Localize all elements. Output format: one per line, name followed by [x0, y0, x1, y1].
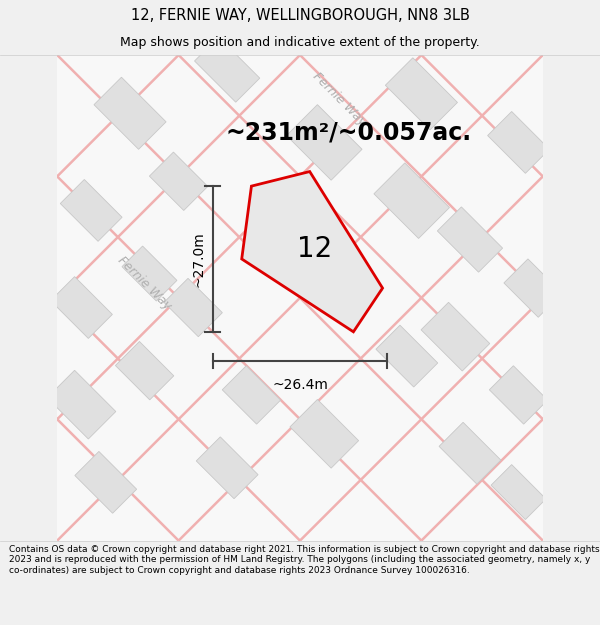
Text: Contains OS data © Crown copyright and database right 2021. This information is : Contains OS data © Crown copyright and d…: [9, 545, 599, 574]
Text: 12, FERNIE WAY, WELLINGBOROUGH, NN8 3LB: 12, FERNIE WAY, WELLINGBOROUGH, NN8 3LB: [131, 8, 469, 23]
Polygon shape: [385, 58, 457, 130]
Polygon shape: [50, 277, 112, 338]
Polygon shape: [439, 422, 501, 484]
Polygon shape: [287, 104, 362, 180]
Polygon shape: [122, 246, 177, 301]
Polygon shape: [75, 451, 137, 513]
Text: Fernie Way: Fernie Way: [115, 254, 174, 312]
Polygon shape: [47, 370, 116, 439]
Text: 12: 12: [297, 235, 332, 263]
Polygon shape: [437, 207, 503, 272]
Polygon shape: [222, 366, 281, 424]
Polygon shape: [491, 464, 546, 519]
Text: ~231m²/~0.057ac.: ~231m²/~0.057ac.: [226, 121, 472, 145]
Polygon shape: [149, 152, 208, 211]
Polygon shape: [314, 249, 383, 318]
Polygon shape: [290, 399, 359, 468]
Polygon shape: [164, 278, 223, 337]
Polygon shape: [488, 111, 550, 173]
Polygon shape: [374, 163, 449, 239]
Polygon shape: [115, 341, 174, 400]
Polygon shape: [504, 259, 562, 318]
Text: Fernie Way: Fernie Way: [310, 69, 368, 128]
Text: Map shows position and indicative extent of the property.: Map shows position and indicative extent…: [120, 36, 480, 49]
Polygon shape: [490, 366, 548, 424]
Text: ~27.0m: ~27.0m: [191, 231, 205, 287]
Polygon shape: [194, 37, 260, 102]
Polygon shape: [242, 171, 383, 332]
Text: ~26.4m: ~26.4m: [272, 378, 328, 392]
Polygon shape: [196, 437, 258, 499]
Polygon shape: [60, 179, 122, 241]
Polygon shape: [421, 302, 490, 371]
Polygon shape: [94, 78, 166, 149]
Polygon shape: [376, 325, 438, 387]
